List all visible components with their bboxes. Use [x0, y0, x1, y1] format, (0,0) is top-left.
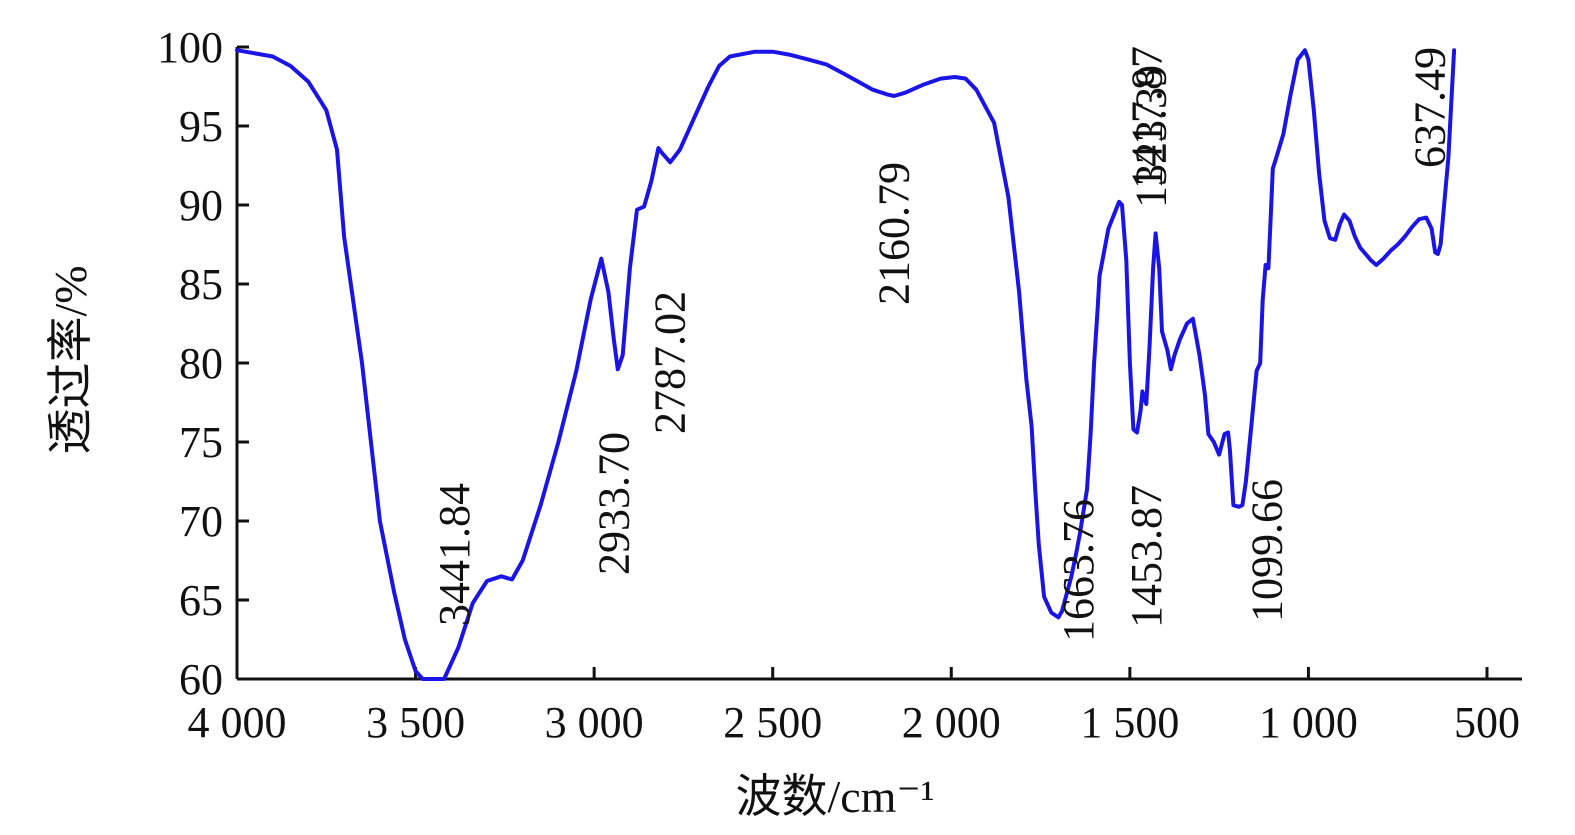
y-tick-label: 95 — [179, 102, 223, 151]
y-tick-label: 90 — [179, 181, 223, 230]
peak-label: 1453.87 — [1122, 485, 1171, 628]
peak-label: 3441.84 — [430, 483, 479, 626]
y-tick-label: 75 — [179, 418, 223, 467]
x-tick-label: 500 — [1454, 698, 1520, 747]
x-tick-label: 4 000 — [188, 698, 287, 747]
y-tick-label: 60 — [179, 655, 223, 704]
y-tick-label: 100 — [157, 23, 223, 72]
y-tick-label: 70 — [179, 497, 223, 546]
peak-label: 1417.87 — [1123, 46, 1172, 189]
peak-label: 637.49 — [1405, 47, 1454, 168]
y-tick-label: 65 — [179, 576, 223, 625]
x-tick-label: 1 500 — [1080, 698, 1179, 747]
x-axis-title: 波数/cm⁻¹ — [735, 771, 934, 822]
x-tick-label: 2 500 — [723, 698, 822, 747]
y-ticks: 60 65 70 75 80 85 90 95 100 — [157, 23, 249, 704]
peak-label: 1099.66 — [1242, 479, 1291, 622]
peak-label: 1663.76 — [1054, 499, 1103, 642]
x-tick-label: 3 500 — [366, 698, 465, 747]
x-ticks: 4 000 3 500 3 000 2 500 2 000 1 500 1 000 500 — [188, 667, 1520, 747]
spectrum-line — [235, 48, 1457, 681]
y-axis-title: 透过率/% — [45, 265, 96, 454]
x-tick-label: 2 000 — [902, 698, 1001, 747]
peak-label: 1323.39 — [1126, 65, 1175, 208]
y-tick-label: 85 — [179, 260, 223, 309]
peak-label: 2933.70 — [589, 432, 638, 575]
peak-label: 2787.02 — [646, 291, 695, 434]
x-tick-label: 3 000 — [545, 698, 644, 747]
peak-label: 2160.79 — [869, 162, 918, 305]
x-tick-label: 1 000 — [1259, 698, 1358, 747]
y-tick-label: 80 — [179, 339, 223, 388]
